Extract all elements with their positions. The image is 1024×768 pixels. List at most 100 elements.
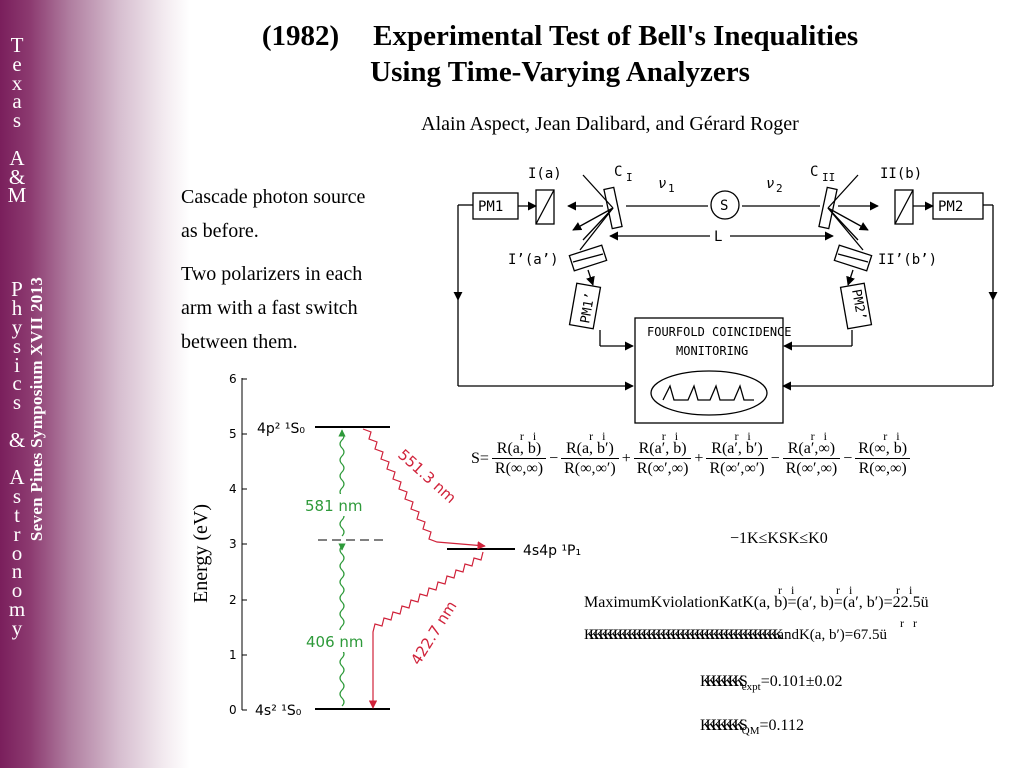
switch-CII-sub: II <box>822 171 835 184</box>
formula-operator: − <box>843 450 853 467</box>
formula-fraction: R(a′, b) r i R(∞′,∞) <box>633 429 692 478</box>
switch-CI-sub: I <box>626 171 633 184</box>
label-551: 551.3 nm <box>394 446 459 507</box>
polarizer-I-prime <box>568 244 608 272</box>
sidebar-rotated-caption: Seven Pines Symposium XVII 2013 <box>27 276 46 542</box>
fraction-denominator: R(∞′,∞) <box>782 458 841 478</box>
bullet-polarizers-line3: between them. <box>181 331 298 353</box>
switch-CI <box>603 186 623 230</box>
switch-CII <box>818 186 838 230</box>
source-circle <box>710 190 740 220</box>
fraction-numerator: R(a, b) r i <box>496 429 542 457</box>
tick-4: 4 <box>229 482 237 496</box>
nu1-sub: 1 <box>668 182 675 195</box>
emission-551 <box>362 428 486 550</box>
formula-fraction: R(∞, b) r i R(∞,∞) <box>855 430 911 478</box>
tick-3: 3 <box>229 537 237 551</box>
polarizer-I-label: I(a) <box>528 166 562 182</box>
polarizer-I-prime-label: I’(a’) <box>508 252 559 268</box>
sidebar-band: T e x a s A & M P h y s i c s & A s t r … <box>0 0 190 768</box>
s-expt-prefix: KKKKKKKS <box>700 673 748 690</box>
label-422: 422.7 nm <box>407 598 460 668</box>
slide-title: (1982) Experimental Test of Bell's Inequa… <box>200 18 920 90</box>
tick-0: 0 <box>229 703 237 717</box>
s-expt-sub: expt <box>741 681 761 693</box>
and-line-rest: andK(a, b′)=67.5ü <box>777 627 887 643</box>
emission-422 <box>368 551 484 709</box>
fraction-denominator: R(∞,∞) <box>855 458 911 478</box>
formula-operator: + <box>621 450 631 467</box>
fraction-denominator: R(∞′,∞′) <box>706 458 768 478</box>
s-qm-sub: QM <box>741 725 760 737</box>
s-experimental: KKKKKKKSexpt=0.101±0.02 <box>700 673 843 693</box>
formula-fraction: R(a′,∞) r i R(∞′,∞) <box>782 429 841 478</box>
authors: Alain Aspect, Jean Dalibard, and Gérard … <box>421 113 799 135</box>
fraction-numerator: R(a′, b′) r i <box>711 429 763 457</box>
level-mid-label: 4s4p ¹P₁ <box>523 543 581 559</box>
monitor-trace <box>662 384 754 401</box>
tick-2: 2 <box>229 593 237 607</box>
level-bottom-label: 4s² ¹S₀ <box>255 703 302 719</box>
nu2-sub: 2 <box>776 182 783 195</box>
s-qm-value: =0.112 <box>759 717 804 734</box>
coincidence-line2: MONITORING <box>676 344 748 358</box>
pm2-prime-label: PM2’ <box>848 288 868 321</box>
formula-fraction: R(a′, b′) r i R(∞′,∞′) <box>706 429 768 478</box>
nu1-label: ν <box>658 176 666 192</box>
absorption-406 <box>338 543 346 707</box>
bell-s-formula: S= R(a, b) r i R(∞,∞) − R(a, b′) r i R(∞,∞′) + R(… <box>468 429 911 478</box>
bullet-source: Cascade photon source as before. <box>181 180 421 248</box>
energy-level-diagram: 0 1 2 3 4 5 6 Energy (eV) 4p² ¹S₀ 4s4p ¹… <box>190 372 581 719</box>
coincidence-line1: FOURFOLD COINCIDENCE <box>647 325 792 339</box>
switch-CII-label: C <box>810 164 818 180</box>
monitor-oscilloscope <box>650 370 768 416</box>
tick-5: 5 <box>229 427 237 441</box>
fraction-denominator: R(∞′,∞) <box>633 458 692 478</box>
switch-CI-label: C <box>614 164 622 180</box>
inequality: −1K≤KSK≤K0 <box>730 530 828 547</box>
formula-operator: + <box>694 450 704 467</box>
energy-axis-label: Energy (eV) <box>190 504 212 603</box>
fraction-numerator: R(a′, b) r i <box>638 429 687 457</box>
s-quantum-mechanics: KKKKKKKSQM=0.112 <box>700 717 804 737</box>
max-violation-line: MaximumKviolationKatK(a, b)=(a′, b)=(a′,… <box>584 583 929 611</box>
pm2-label: PM2 <box>938 199 963 215</box>
polarizer-II <box>894 189 914 225</box>
formula-fraction: R(a, b′) r i R(∞,∞′) <box>561 429 619 478</box>
fraction-denominator: R(∞,∞) <box>491 458 547 478</box>
formula-fraction: R(a, b) r i R(∞,∞) <box>491 429 547 478</box>
title-line2: Using Time-Varying Analyzers <box>370 56 750 88</box>
polarizer-II-prime-label: II’(b’) <box>878 252 937 268</box>
bullet-source-line2: as before. <box>181 220 259 242</box>
polarizer-II-label: II(b) <box>880 166 922 182</box>
pm1-prime-box <box>568 282 602 330</box>
bullet-polarizers-line1: Two polarizers in each <box>181 263 363 285</box>
fraction-numerator: R(a, b′) r i <box>565 429 614 457</box>
s-prefix: S= <box>471 450 489 467</box>
title-line1: Experimental Test of Bell's Inequalities <box>373 20 859 52</box>
bullet-polarizers: Two polarizers in each arm with a fast s… <box>181 257 421 359</box>
level-top-label: 4p² ¹S₀ <box>257 421 305 437</box>
apparatus-diagram: PM1 PM2 I(a) II(b) C I C II S ν 1 ν 2 L … <box>453 164 998 424</box>
pm1-label: PM1 <box>478 199 503 215</box>
and-line-prefix: KKKKKKKKKKKKKKKKKKKKKKKKKKKKKKKKKKKKKKKK <box>584 627 783 643</box>
sidebar-vertical-title: T e x a s A & M P h y s i c s & A s t r … <box>7 33 27 640</box>
max-violation-text: MaximumKviolationKatK(a, b)=(a′, b)=(a′,… <box>584 594 929 611</box>
bullet-polarizers-line2: arm with a fast switch <box>181 297 358 319</box>
s-expt-value: =0.101±0.02 <box>760 673 843 690</box>
distance-label: L <box>714 229 722 245</box>
label-406: 406 nm <box>306 633 364 651</box>
formula-operator: − <box>770 450 780 467</box>
formula-operator: − <box>549 450 559 467</box>
title-year: (1982) <box>261 20 340 52</box>
pm1-prime-label: PM1’ <box>578 291 598 324</box>
coincidence-box <box>634 317 784 424</box>
s-qm-prefix: KKKKKKKS <box>700 717 748 734</box>
label-581: 581 nm <box>305 497 363 515</box>
energy-axis-ticks: 0 1 2 3 4 5 6 <box>229 372 237 717</box>
fraction-numerator: R(a′,∞) r i <box>787 429 836 457</box>
and-angle-line: KKKKKKKKKKKKKKKKKKKKKKKKKKKKKKKKKKKKKKKK… <box>584 616 917 643</box>
fraction-denominator: R(∞,∞′) <box>561 458 619 478</box>
tick-6: 6 <box>229 372 237 386</box>
polarizer-II-prime <box>833 244 873 272</box>
